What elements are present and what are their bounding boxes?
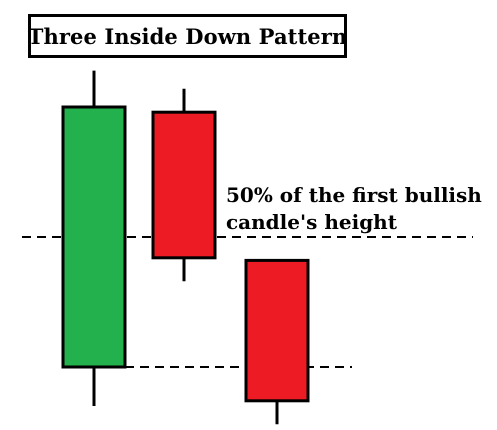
second-bearish-candle xyxy=(151,88,217,282)
annotation-line-2: candle's height xyxy=(226,210,397,234)
pattern-title: Three Inside Down Pattern xyxy=(28,14,347,58)
first-bullish-candle xyxy=(61,70,127,406)
candle-body xyxy=(151,110,217,260)
annotation-line-1: 50% of the first bullish xyxy=(226,183,482,207)
midpoint-annotation: 50% of the first bullish candle's height xyxy=(226,182,482,236)
candle-body xyxy=(61,105,127,369)
candle-body xyxy=(244,258,310,403)
candles xyxy=(61,70,310,425)
third-bearish-candle xyxy=(244,258,310,425)
